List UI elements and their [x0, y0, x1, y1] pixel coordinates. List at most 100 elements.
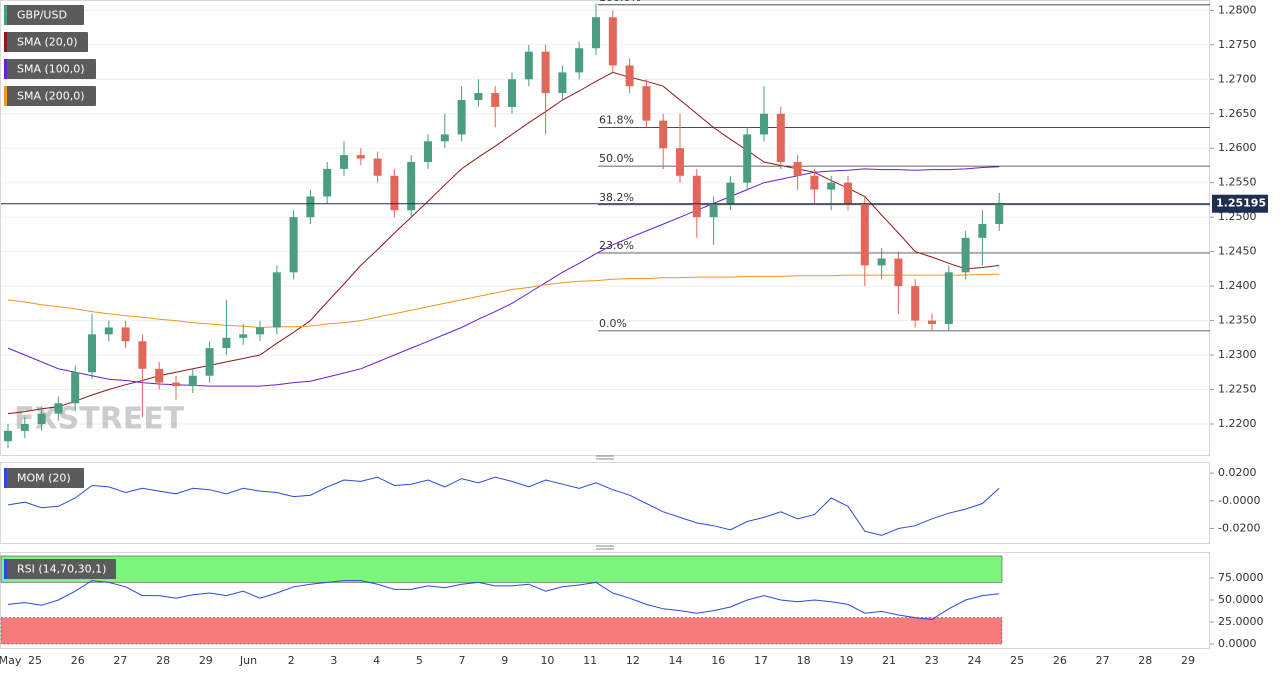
x-tick-label: 9: [501, 654, 508, 667]
y-tick-label: 1.2300: [1218, 348, 1257, 361]
candle-body: [692, 175, 701, 218]
x-tick-label: 7: [459, 654, 466, 667]
legend-label: GBP/USD: [17, 9, 67, 22]
legend-swatch: [4, 5, 7, 25]
candle-body: [272, 272, 281, 328]
candle-body: [440, 134, 449, 142]
legend-box: [4, 86, 96, 106]
x-tick-label: 26: [71, 654, 85, 667]
x-tick-label: 29: [199, 654, 213, 667]
y-tick-label: -0.0200: [1218, 521, 1260, 534]
splitter[interactable]: [596, 455, 614, 460]
y-tick-label: 1.2250: [1218, 383, 1257, 396]
candle-body: [508, 79, 516, 107]
x-tick-label: 28: [156, 654, 170, 667]
candle-body: [860, 203, 869, 266]
x-tick-label: Jun: [239, 654, 257, 667]
legend-label: SMA (100,0): [17, 63, 85, 76]
fib-label: 0.0%: [599, 317, 627, 330]
x-tick-label: 3: [330, 654, 337, 667]
candle-body: [390, 175, 399, 211]
candle-body: [894, 258, 903, 287]
legend-label: MOM (20): [17, 472, 71, 485]
legend-item: MOM (20): [4, 468, 84, 488]
candle-body: [743, 134, 752, 183]
x-tick-label: 27: [1096, 654, 1110, 667]
candle-body: [793, 162, 802, 176]
candle-body: [424, 141, 432, 163]
candle-body: [625, 65, 634, 87]
candle-body: [306, 196, 315, 218]
candle-body: [138, 341, 147, 369]
y-tick-label: 1.2700: [1218, 72, 1257, 85]
y-tick-label: 1.2550: [1218, 176, 1257, 189]
candle-body: [928, 320, 936, 325]
y-tick-label: 50.0000: [1218, 593, 1264, 606]
legend-swatch: [4, 468, 7, 488]
y-tick-label: 75.0000: [1218, 571, 1264, 584]
x-tick-label: 23: [925, 654, 939, 667]
candle-body: [323, 168, 332, 197]
x-tick-label: 29: [1181, 654, 1195, 667]
y-tick-label: 1.2800: [1218, 3, 1257, 16]
legend-swatch: [4, 559, 7, 579]
last-price-label: 1.25195: [1216, 197, 1266, 210]
legend-box: [4, 468, 84, 488]
x-tick-label: 26: [1053, 654, 1067, 667]
candle-body: [474, 93, 483, 100]
legend-label: SMA (200,0): [17, 90, 85, 103]
candle-body: [659, 120, 668, 149]
x-tick-label: 12: [626, 654, 640, 667]
candle-body: [961, 237, 970, 273]
mom-panel: [0, 462, 1210, 544]
splitter[interactable]: [596, 545, 614, 550]
y-tick-label: 1.2750: [1218, 38, 1257, 51]
candle-body: [222, 337, 231, 349]
x-tick-label: 18: [797, 654, 811, 667]
legend-box: [4, 5, 84, 25]
legend-item: SMA (20,0): [4, 32, 88, 52]
sma-line: [7, 71, 1000, 415]
y-tick-label: 1.2350: [1218, 314, 1257, 327]
candle-body: [88, 334, 96, 373]
candle-body: [877, 258, 886, 266]
legend-item: SMA (200,0): [4, 86, 96, 106]
x-tick-label: May: [0, 654, 22, 667]
candle-body: [558, 72, 567, 94]
candle-body: [121, 327, 130, 342]
candle-body: [524, 51, 533, 80]
legend-label: RSI (14,70,30,1): [17, 563, 106, 576]
y-tick-label: -0.0000: [1218, 494, 1260, 507]
rsi-line: [7, 580, 1000, 620]
candle-body: [256, 327, 264, 335]
candle-body: [676, 148, 684, 176]
overbought-zone: [0, 555, 1003, 583]
x-tick-label: 11: [583, 654, 597, 667]
legend-item: SMA (100,0): [4, 59, 96, 79]
x-tick-label: 17: [754, 654, 768, 667]
x-tick-label: 25: [28, 654, 42, 667]
candle-body: [541, 51, 550, 94]
x-tick-label: 19: [839, 654, 853, 667]
candle-body: [810, 175, 819, 190]
legend-swatch: [4, 86, 7, 106]
candle-body: [373, 158, 382, 176]
candle-body: [944, 272, 953, 325]
mom-line: [7, 476, 1000, 536]
candle-body: [844, 182, 852, 204]
y-tick-label: 1.2650: [1218, 107, 1257, 120]
oversold-zone: [0, 617, 1003, 645]
legend-item: RSI (14,70,30,1): [4, 559, 116, 579]
y-tick-label: 1.2600: [1218, 141, 1257, 154]
fib-label: 61.8%: [599, 114, 634, 127]
y-tick-label: 1.2450: [1218, 245, 1257, 258]
candle-body: [407, 162, 416, 211]
y-tick-label: 0.0200: [1218, 466, 1257, 479]
last-price-tag: [1212, 194, 1268, 213]
candle-body: [827, 182, 836, 190]
x-tick-label: 14: [669, 654, 683, 667]
candle-body: [760, 113, 768, 135]
candle-body: [71, 372, 80, 404]
fib-label: 23.6%: [599, 239, 634, 252]
